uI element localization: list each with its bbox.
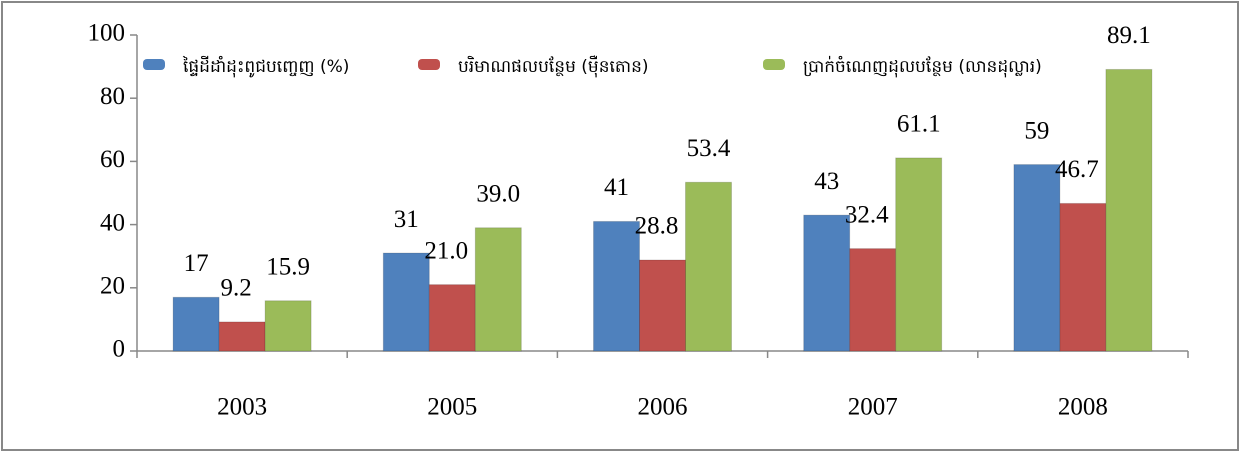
- y-tick-label: 20: [100, 273, 125, 300]
- bar: [474, 227, 522, 352]
- data-label: 41: [604, 174, 629, 201]
- data-label: 21.0: [424, 237, 468, 264]
- x-tick-label: 2007: [848, 394, 898, 421]
- bar: [685, 181, 732, 352]
- data-label: 59: [1024, 117, 1049, 144]
- y-tick-label: 0: [113, 336, 126, 363]
- data-label: 28.8: [635, 213, 679, 240]
- data-label: 46.7: [1055, 156, 1099, 183]
- legend-swatch: [763, 59, 785, 70]
- data-label: 17: [184, 250, 209, 277]
- bar: [382, 252, 430, 352]
- data-label: 31: [394, 206, 419, 233]
- data-label: 43: [814, 168, 839, 195]
- legend-label: ប្រាក់ចំណេញដុលបន្ថែម (លានដុល្លារ): [803, 55, 1042, 78]
- bar: [849, 248, 897, 352]
- bar: [218, 321, 266, 352]
- data-label: 39.0: [476, 180, 520, 207]
- bar: [264, 300, 312, 352]
- data-label: 15.9: [266, 253, 310, 280]
- x-tick-label: 2006: [638, 394, 688, 421]
- x-tick-label: 2008: [1058, 394, 1108, 421]
- x-tick-label: 2005: [427, 394, 477, 421]
- y-tick-label: 60: [100, 146, 125, 173]
- bar: [428, 284, 476, 352]
- data-label: 53.4: [687, 135, 731, 162]
- bar: [639, 259, 686, 352]
- bar: [1105, 68, 1153, 352]
- x-tick-label: 2003: [217, 394, 267, 421]
- bar: [1013, 164, 1061, 352]
- y-tick-label: 100: [88, 20, 126, 47]
- bar: [803, 214, 851, 352]
- data-label: 61.1: [897, 111, 941, 138]
- y-tick-label: 80: [100, 83, 125, 110]
- y-tick-label: 40: [100, 209, 125, 236]
- bar: [895, 157, 943, 352]
- bar: [172, 296, 220, 352]
- data-label: 9.2: [220, 275, 251, 302]
- legend-swatch: [143, 59, 165, 70]
- legend-label: ផ្ទៃដីដាំដុះពូជបញ្ចេញ (%): [182, 55, 349, 78]
- bar: [593, 220, 640, 352]
- bar: [1059, 202, 1107, 352]
- data-label: 32.4: [845, 201, 889, 228]
- data-label: 89.1: [1107, 22, 1151, 49]
- legend-label: បរិមាណផលបន្ថែម (ម៉ឺនតោន): [458, 55, 649, 78]
- legend-swatch: [418, 59, 440, 70]
